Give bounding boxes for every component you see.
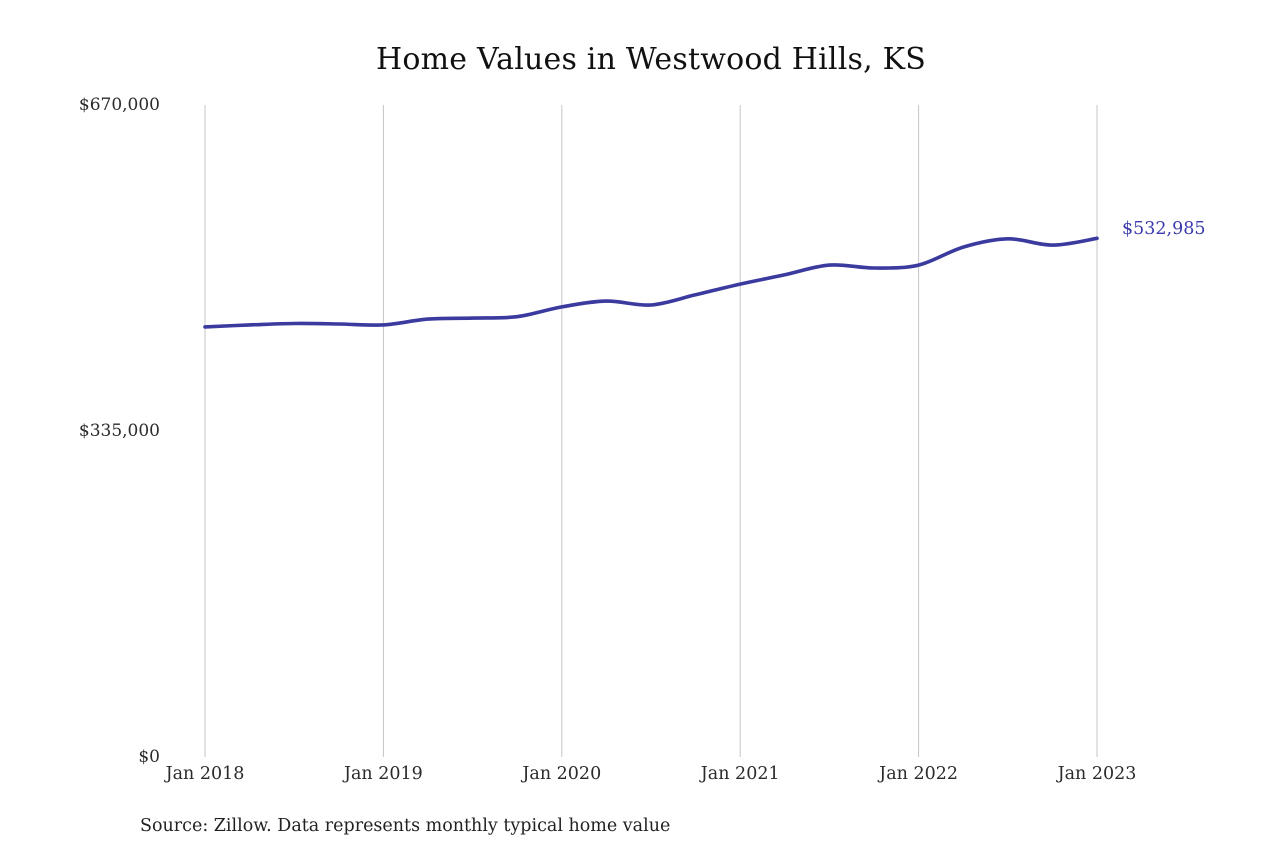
latest-value-label: $532,985 <box>1122 219 1206 240</box>
gridlines-group <box>204 105 1098 757</box>
x-axis-tick-label: Jan 2021 <box>700 764 780 784</box>
home-value-line-series <box>203 236 1099 329</box>
chart-title: Home Values in Westwood Hills, KS <box>376 42 926 77</box>
source-note: Source: Zillow. Data represents monthly … <box>140 816 671 836</box>
x-axis-tick-label: Jan 2018 <box>165 764 245 784</box>
y-axis-tick-label: $335,000 <box>78 421 160 441</box>
y-axis-tick-label: $0 <box>138 747 160 767</box>
x-axis-tick-label: Jan 2019 <box>343 764 423 784</box>
x-axis-tick-label: Jan 2023 <box>1057 764 1137 784</box>
x-axis-tick-label: Jan 2020 <box>522 764 602 784</box>
x-axis-tick-label: Jan 2022 <box>879 764 959 784</box>
y-axis-tick-label: $670,000 <box>78 95 160 115</box>
